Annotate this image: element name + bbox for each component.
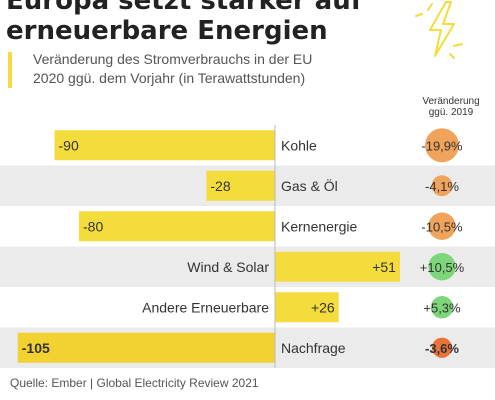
row-background	[0, 246, 495, 287]
data-label: -105	[22, 340, 50, 356]
change-label: -19,9%	[421, 138, 463, 153]
category-label: Nachfrage	[281, 340, 346, 356]
change-label: +10,5%	[420, 260, 465, 275]
change-label: -10,5%	[421, 219, 463, 234]
change-column-header: Veränderung ggü. 2019	[422, 96, 480, 118]
category-label: Andere Erneuerbare	[142, 299, 269, 315]
data-label: +51	[372, 259, 396, 275]
change-bubble	[428, 212, 456, 240]
change-label: +5,3%	[423, 300, 461, 315]
bar	[79, 211, 275, 242]
change-bubble	[428, 253, 456, 281]
change-bubble	[431, 337, 453, 358]
bar	[17, 332, 275, 363]
chart-title: Europa setzt stärker auf erneuerbare Ene…	[6, 0, 363, 46]
category-label: Kohle	[281, 137, 317, 153]
category-label: Wind & Solar	[187, 259, 269, 275]
bar	[275, 251, 400, 282]
change-label: -3,6%	[425, 341, 459, 356]
source-note: Quelle: Ember | Global Electricity Revie…	[10, 376, 259, 390]
change-bubble	[430, 296, 454, 319]
data-label: -90	[59, 137, 79, 153]
chart-subtitle: Veränderung des Stromverbrauchs in der E…	[33, 51, 313, 86]
title-accent-bar	[8, 52, 12, 88]
change-label: -4,1%	[425, 179, 459, 194]
lightning-bolt-icon	[415, 1, 463, 59]
bar	[54, 130, 275, 161]
bar	[275, 292, 339, 323]
data-label: +26	[311, 299, 335, 315]
data-label: -80	[83, 218, 103, 234]
category-label: Gas & Öl	[281, 177, 338, 194]
data-label: -28	[210, 178, 230, 194]
change-bubble	[431, 175, 453, 197]
category-label: Kernenergie	[281, 218, 357, 234]
bar	[206, 170, 275, 201]
change-bubble	[425, 128, 459, 163]
